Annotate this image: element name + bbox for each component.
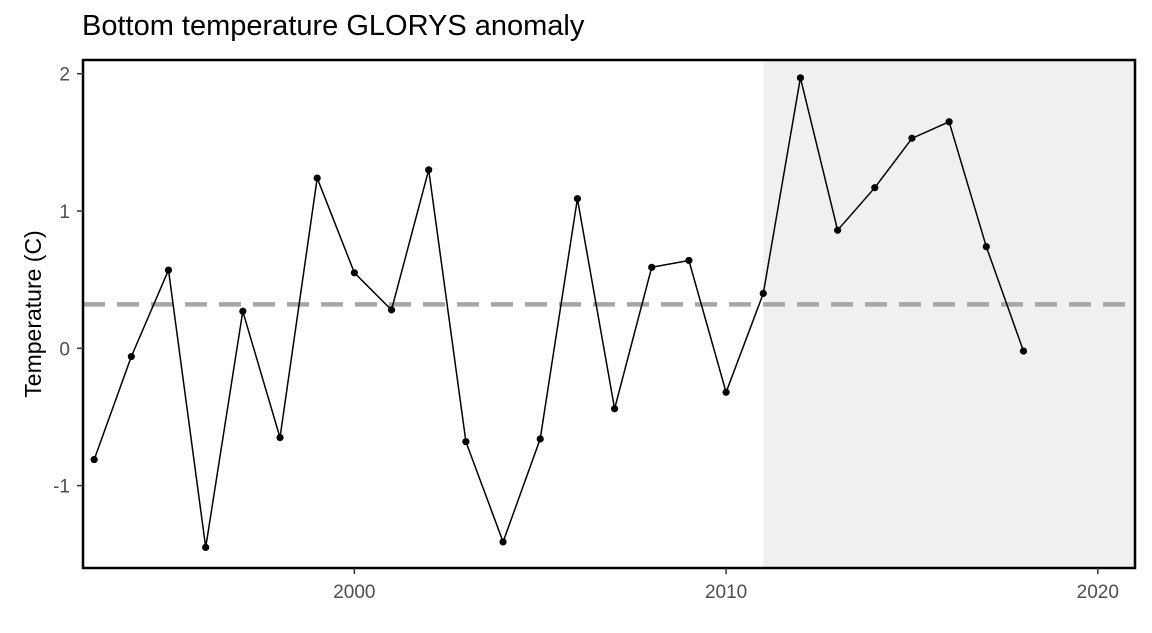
data-point	[945, 118, 953, 126]
data-point	[722, 388, 730, 396]
data-point	[202, 543, 210, 552]
data-point	[1019, 347, 1028, 355]
data-point	[425, 166, 433, 174]
data-point	[648, 263, 656, 271]
data-point	[387, 306, 396, 314]
x-tick-label: 2020	[1077, 582, 1119, 603]
y-tick-label: -1	[53, 477, 70, 498]
y-axis-title: Temperature (C)	[20, 230, 46, 397]
highlight-region	[763, 60, 1135, 568]
y-axis: -1 0 1 2	[53, 65, 83, 498]
x-tick-label: 2010	[705, 582, 747, 603]
plot-panel-border	[81, 58, 1137, 570]
y-tick-label: 0	[59, 339, 70, 360]
x-axis: 2000 2010 2020	[333, 568, 1119, 603]
data-point	[90, 455, 98, 464]
data-point	[610, 405, 619, 413]
data-point	[908, 134, 916, 142]
y-tick-label: 1	[59, 202, 70, 223]
data-point	[313, 174, 321, 182]
data-point	[350, 269, 358, 277]
x-tick-label: 2000	[333, 582, 375, 603]
data-point	[239, 307, 247, 315]
data-point	[796, 74, 805, 82]
data-point	[536, 435, 544, 443]
data-point	[759, 289, 767, 298]
series-line	[93, 77, 1025, 548]
data-point	[573, 195, 582, 203]
y-tick-label: 2	[59, 65, 70, 86]
data-point	[276, 433, 284, 442]
data-point	[164, 266, 173, 274]
data-point	[127, 352, 135, 361]
data-points	[90, 74, 1028, 552]
data-point	[982, 243, 990, 251]
data-point	[685, 256, 693, 265]
data-point	[834, 226, 842, 234]
data-point	[499, 538, 507, 546]
data-point	[462, 438, 470, 446]
chart-title: Bottom temperature GLORYS anomaly	[82, 10, 585, 42]
data-point	[871, 184, 879, 192]
